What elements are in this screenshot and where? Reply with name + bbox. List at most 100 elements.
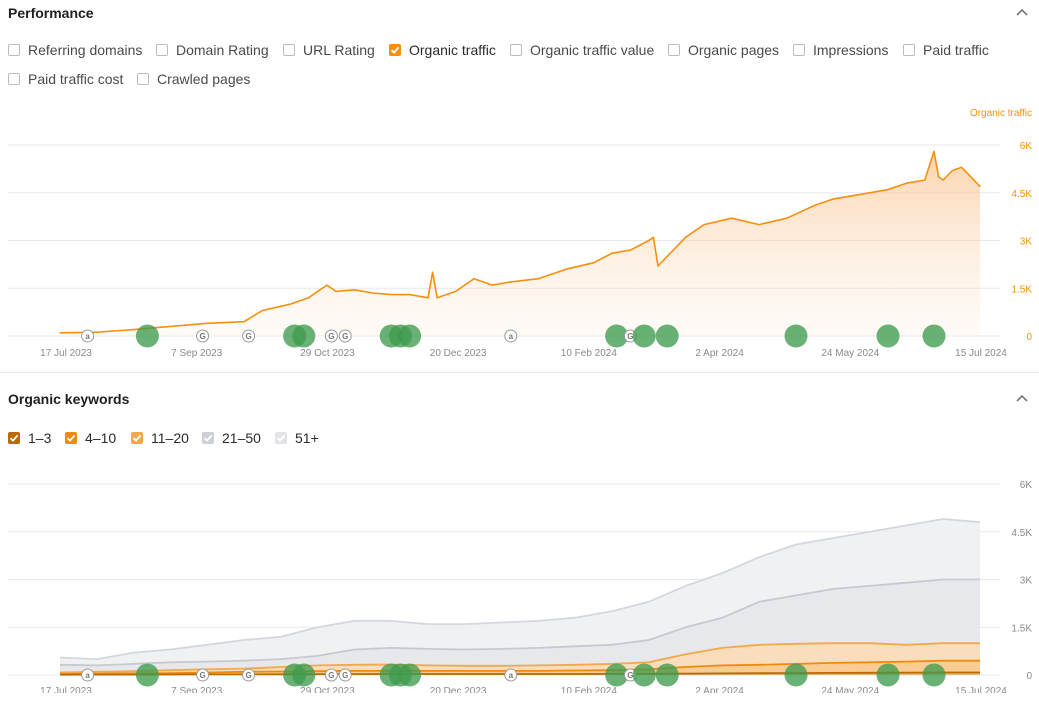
checkbox-crawled-pages[interactable]: Crawled pages [137, 71, 250, 87]
data-point [786, 217, 788, 219]
data-point [372, 292, 374, 294]
data-point [491, 284, 493, 286]
data-point [887, 188, 889, 191]
update-marker-icon [292, 663, 316, 687]
update-marker-icon [135, 324, 159, 348]
checkbox-paid-traffic-cost[interactable]: Paid traffic cost [8, 71, 123, 87]
y-tick-label: 3K [1020, 237, 1033, 248]
collapse-chevron-icon[interactable] [1015, 7, 1029, 17]
x-tick-label: 10 Feb 2024 [561, 348, 618, 359]
annotation-icon [504, 329, 518, 343]
marker-glyph: G [245, 332, 251, 341]
data-point [326, 284, 328, 286]
checkbox-position-1-3[interactable]: 1–3 [8, 430, 51, 446]
y-tick-label: 3K [1020, 576, 1033, 587]
checkbox-box[interactable] [8, 44, 20, 56]
data-point [261, 309, 263, 312]
data-point [307, 297, 309, 299]
data-point [565, 268, 567, 270]
update-marker-icon [398, 324, 422, 348]
data-point [436, 297, 438, 299]
checkbox-box[interactable] [137, 73, 149, 85]
data-point [593, 262, 595, 264]
data-point [537, 278, 540, 280]
update-marker-icon [632, 324, 656, 348]
data-point [390, 294, 392, 296]
data-point [652, 236, 655, 238]
checkbox-checked-icon[interactable] [275, 432, 287, 444]
update-marker-icon [784, 663, 808, 687]
checkbox-box[interactable] [903, 44, 915, 56]
checkbox-position-21-50[interactable]: 21–50 [202, 430, 261, 446]
checkbox-box[interactable] [510, 44, 522, 56]
checkbox-checked-icon[interactable] [389, 44, 401, 56]
update-marker-icon [876, 663, 900, 687]
marker-glyph: G [627, 671, 633, 680]
performance-section: Performance Referring domains Domain Rat… [0, 5, 1039, 364]
marker-glyph: G [342, 332, 348, 341]
checkbox-position-51-plus[interactable]: 51+ [275, 430, 319, 446]
checkbox-organic-pages[interactable]: Organic pages [668, 42, 779, 58]
google-update-icon [196, 668, 210, 682]
checkbox-position-4-10[interactable]: 4–10 [65, 430, 116, 446]
checkbox-checked-icon[interactable] [131, 432, 143, 444]
x-tick-label: 20 Dec 2023 [430, 348, 487, 359]
data-point [59, 332, 61, 334]
checkbox-checked-icon[interactable] [202, 432, 214, 444]
checkbox-position-11-20[interactable]: 11–20 [131, 430, 189, 446]
checkbox-box[interactable] [156, 44, 168, 56]
data-point [938, 176, 940, 178]
checkbox-box[interactable] [668, 44, 680, 56]
update-marker-icon [922, 663, 946, 687]
performance-title: Performance [8, 5, 94, 21]
google-update-icon [324, 668, 338, 682]
marker-glyph: a [509, 671, 514, 680]
data-point [289, 303, 291, 305]
update-marker-icon [605, 324, 629, 348]
data-point [96, 331, 98, 333]
data-point [243, 321, 245, 323]
marker-glyph: G [627, 332, 633, 341]
x-tick-label: 29 Oct 2023 [300, 686, 355, 693]
y-tick-label: 0 [1026, 332, 1032, 343]
collapse-chevron-icon[interactable] [1015, 393, 1029, 403]
checkbox-url-rating[interactable]: URL Rating [283, 42, 375, 58]
data-point [409, 294, 411, 296]
keywords-line-4–10 [59, 659, 980, 675]
data-point [961, 166, 963, 168]
y-tick-label: 4.5K [1011, 528, 1032, 539]
checkbox-box[interactable] [283, 44, 295, 56]
checkbox-impressions[interactable]: Impressions [793, 42, 888, 58]
checkbox-organic-traffic-value[interactable]: Organic traffic value [510, 42, 654, 58]
data-point [933, 150, 935, 152]
google-update-icon [242, 668, 256, 682]
marker-glyph: G [328, 671, 334, 680]
x-tick-label: 2 Apr 2024 [695, 686, 744, 693]
checkbox-box[interactable] [793, 44, 805, 56]
checkbox-box[interactable] [8, 73, 20, 85]
organic-keywords-title: Organic keywords [8, 391, 130, 407]
marker-glyph: G [199, 332, 205, 341]
x-tick-label: 29 Oct 2023 [300, 348, 355, 359]
google-update-icon [338, 668, 352, 682]
marker-glyph: a [85, 671, 90, 680]
checkbox-checked-icon[interactable] [65, 432, 77, 444]
y-tick-label: 6K [1020, 480, 1033, 491]
x-tick-label: 17 Jul 2023 [40, 348, 92, 359]
update-marker-icon [922, 324, 946, 348]
checkbox-checked-icon[interactable] [8, 432, 20, 444]
data-point [731, 217, 733, 219]
checkbox-organic-traffic[interactable]: Organic traffic [389, 42, 496, 58]
update-marker-icon [135, 663, 159, 687]
checkbox-paid-traffic[interactable]: Paid traffic [903, 42, 989, 58]
checkbox-referring-domains[interactable]: Referring domains [8, 42, 142, 58]
update-marker-icon [605, 663, 629, 687]
data-point [758, 223, 760, 226]
marker-glyph: G [245, 671, 251, 680]
keywords-line-11–20 [59, 642, 980, 674]
data-point [510, 281, 512, 283]
data-point [813, 204, 816, 207]
checkbox-domain-rating[interactable]: Domain Rating [156, 42, 269, 58]
